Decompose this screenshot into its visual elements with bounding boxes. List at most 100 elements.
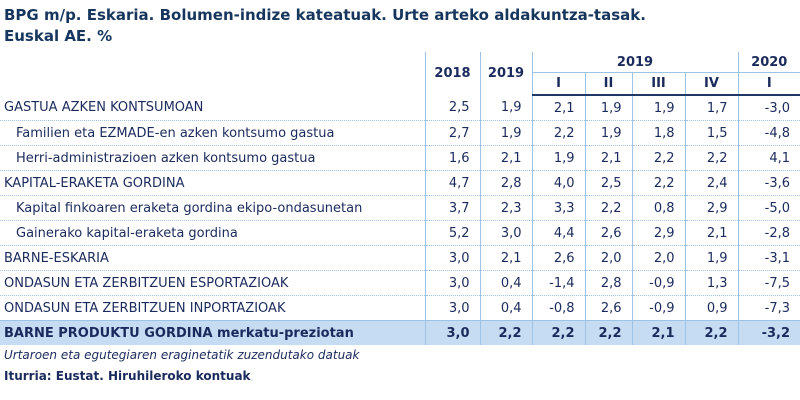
header-cell	[0, 52, 425, 95]
cell-value: 2,5	[424, 95, 480, 121]
cell-value: 2,3	[479, 195, 532, 221]
cell-value: 2,9	[684, 195, 738, 221]
cell-value: 2,6	[531, 245, 585, 271]
table-row: Gainerako kapital-eraketa gordina 5,2 3,0 4…	[0, 220, 800, 246]
cell-value: -7,3	[737, 295, 800, 321]
cell-value: 1,6	[424, 145, 480, 171]
cell-value: 1,9	[479, 120, 532, 146]
cell-value: 0,8	[631, 195, 685, 221]
cell-value: 2,0	[631, 245, 685, 271]
row-label: BARNE PRODUKTU GORDINA merkatu-preziotan	[0, 320, 425, 345]
cell-value: 2,1	[584, 145, 632, 171]
cell-value: 5,2	[424, 220, 480, 246]
cell-value: 2,0	[584, 245, 632, 271]
cell-value: 4,4	[531, 220, 585, 246]
cell-value: -5,0	[737, 195, 800, 221]
source: Iturria: Eustat. Hiruhileroko kontuak	[4, 369, 251, 383]
cell-value: 3,0	[479, 220, 532, 246]
cell-value: -3,1	[737, 245, 800, 271]
cell-value: 2,1	[479, 145, 532, 171]
header-row: I II III IV I	[0, 72, 800, 96]
table-row: Kapital finkoaren eraketa gordina ekipo-…	[0, 195, 800, 221]
table-row: KAPITAL-ERAKETA GORDINA 4,7 2,8 4,0 2,5 2,2 2,…	[0, 170, 800, 196]
subtitle: Euskal AE. %	[4, 27, 113, 45]
cell-value: 2,2	[479, 320, 532, 345]
table-row: BARNE-ESKARIA 3,0 2,1 2,6 2,0 2,0 1,9 -3,1	[0, 245, 800, 271]
cell-value: -0,8	[531, 295, 585, 321]
quarter-header: III	[631, 72, 685, 96]
cell-value: 1,9	[531, 145, 585, 171]
cell-value: 2,1	[479, 245, 532, 271]
title: BPG m/p. Eskaria. Bolumen-indize kateatu…	[4, 6, 646, 24]
cell-value: 3,3	[531, 195, 585, 221]
cell-value: 2,9	[631, 220, 685, 246]
cell-value: 1,9	[479, 95, 532, 121]
cell-value: 2,1	[531, 95, 585, 121]
row-label: KAPITAL-ERAKETA GORDINA	[0, 170, 425, 196]
cell-value: -3,0	[737, 95, 800, 121]
cell-value: 2,2	[631, 145, 685, 171]
table-row: Familien eta EZMADE-en azken kontsumo ga…	[0, 120, 800, 146]
quarter-header: IV	[684, 72, 738, 96]
table-row: ONDASUN ETA ZERBITZUEN ESPORTAZIOAK 3,0 0,…	[0, 270, 800, 296]
cell-value: -2,8	[737, 220, 800, 246]
cell-value: 4,1	[737, 145, 800, 171]
cell-value: 2,1	[631, 320, 685, 345]
cell-value: 2,2	[584, 320, 632, 345]
cell-value: 1,9	[684, 245, 738, 271]
cell-value: 0,9	[684, 295, 738, 321]
cell-value: 3,0	[424, 295, 480, 321]
cell-value: -7,5	[737, 270, 800, 296]
cell-value: -1,4	[531, 270, 585, 296]
cell-value: 0,4	[479, 270, 532, 296]
cell-value: 2,4	[684, 170, 738, 196]
cell-value: 1,8	[631, 120, 685, 146]
quarter-header: II	[584, 72, 632, 96]
cell-value: 2,6	[584, 295, 632, 321]
row-label: Herri-administrazioen azken kontsumo gas…	[0, 145, 425, 171]
cell-value: -4,8	[737, 120, 800, 146]
cell-value: 1,3	[684, 270, 738, 296]
row-label: BARNE-ESKARIA	[0, 245, 425, 271]
footnote: Urtaroen eta egutegiaren eraginetatik zu…	[4, 348, 360, 362]
cell-value: -3,6	[737, 170, 800, 196]
cell-value: 2,2	[531, 120, 585, 146]
cell-value: 4,0	[531, 170, 585, 196]
group-header: 2020	[737, 52, 800, 73]
cell-value: -0,9	[631, 270, 685, 296]
cell-value: 2,2	[631, 170, 685, 196]
group-header: 2019	[531, 52, 738, 73]
row-label: GASTUA AZKEN KONTSUMOAN	[0, 95, 425, 121]
cell-value: 3,7	[424, 195, 480, 221]
year-header: 2018	[424, 52, 480, 95]
cell-value: 2,7	[424, 120, 480, 146]
cell-value: 2,5	[584, 170, 632, 196]
cell-value: 2,8	[479, 170, 532, 196]
cell-value: 1,9	[631, 95, 685, 121]
row-label: ONDASUN ETA ZERBITZUEN ESPORTAZIOAK	[0, 270, 425, 296]
table-row: GASTUA AZKEN KONTSUMOAN 2,5 1,9 2,1 1,9 1,9 1,…	[0, 95, 800, 121]
cell-value: 2,2	[684, 145, 738, 171]
cell-value: 3,0	[424, 245, 480, 271]
table-row: ONDASUN ETA ZERBITZUEN INPORTAZIOAK 3,0 0,…	[0, 295, 800, 321]
cell-value: 2,6	[584, 220, 632, 246]
total-row: BARNE PRODUKTU GORDINA merkatu-preziotan…	[0, 320, 800, 345]
cell-value: -3,2	[737, 320, 800, 345]
year-header: 2019	[479, 52, 532, 95]
quarter-header: I	[531, 72, 585, 96]
cell-value: 2,2	[684, 320, 738, 345]
cell-value: 2,2	[584, 195, 632, 221]
cell-value: 1,5	[684, 120, 738, 146]
row-label: Gainerako kapital-eraketa gordina	[0, 220, 425, 246]
cell-value: 3,0	[424, 270, 480, 296]
cell-value: -0,9	[631, 295, 685, 321]
cell-value: 2,8	[584, 270, 632, 296]
cell-value: 4,7	[424, 170, 480, 196]
table-row: Herri-administrazioen azken kontsumo gas…	[0, 145, 800, 171]
cell-value: 1,9	[584, 95, 632, 121]
header-row: 2018 2019 2019 2020	[0, 52, 800, 95]
cell-value: 2,2	[531, 320, 585, 345]
row-label: ONDASUN ETA ZERBITZUEN INPORTAZIOAK	[0, 295, 425, 321]
cell-value: 0,4	[479, 295, 532, 321]
